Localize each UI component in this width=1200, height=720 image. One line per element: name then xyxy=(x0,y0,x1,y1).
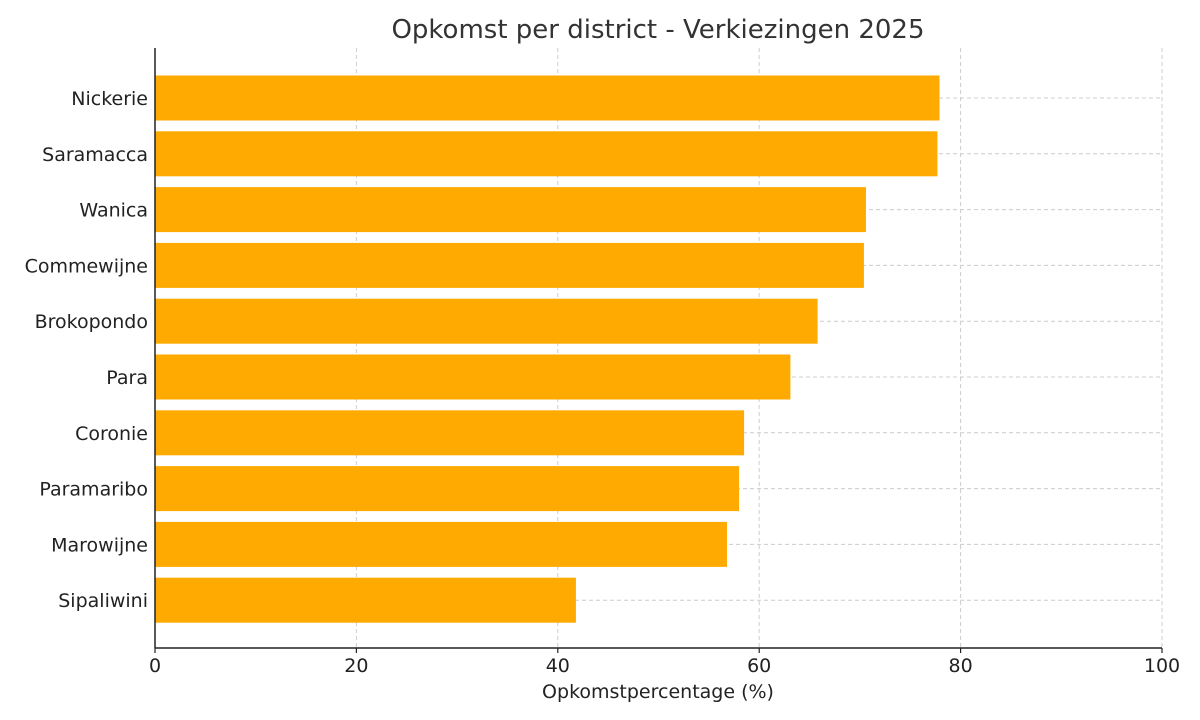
category-label-brokopondo: Brokopondo xyxy=(35,311,148,333)
category-labels: Nickerie Saramacca Wanica Commewijne Brokopo… xyxy=(25,88,148,612)
category-label-para: Para xyxy=(106,367,148,389)
bar-nickerie xyxy=(155,75,940,121)
category-label-coronie: Coronie xyxy=(75,423,148,445)
bar-brokopondo xyxy=(155,298,818,344)
bar-saramacca xyxy=(155,131,938,177)
category-label-sipaliwini: Sipaliwini xyxy=(58,590,148,612)
category-label-paramaribo: Paramaribo xyxy=(39,479,148,501)
x-tick-label-4: 80 xyxy=(949,655,973,677)
x-tick-label-2: 40 xyxy=(546,655,570,677)
category-label-marowijne: Marowijne xyxy=(51,534,148,556)
category-label-commewijne: Commewijne xyxy=(25,255,148,277)
bar-commewijne xyxy=(155,242,864,288)
bar-wanica xyxy=(155,187,866,233)
category-label-wanica: Wanica xyxy=(79,200,148,222)
bars xyxy=(155,75,940,623)
bar-marowijne xyxy=(155,521,727,567)
bar-coronie xyxy=(155,410,745,456)
category-label-saramacca: Saramacca xyxy=(42,144,148,166)
x-tick-label-3: 60 xyxy=(747,655,771,677)
bar-sipaliwini xyxy=(155,577,576,623)
x-tick-label-1: 20 xyxy=(344,655,368,677)
x-tick-label-5: 100 xyxy=(1144,655,1180,677)
x-axis-label: Opkomstpercentage (%) xyxy=(542,681,774,703)
bar-para xyxy=(155,354,791,400)
bar-paramaribo xyxy=(155,466,740,512)
x-tick-label-0: 0 xyxy=(149,655,161,677)
x-tick-labels: 0 20 40 60 80 100 xyxy=(149,648,1180,677)
chart-title: Opkomst per district - Verkiezingen 2025 xyxy=(391,15,924,45)
category-label-nickerie: Nickerie xyxy=(71,88,148,110)
